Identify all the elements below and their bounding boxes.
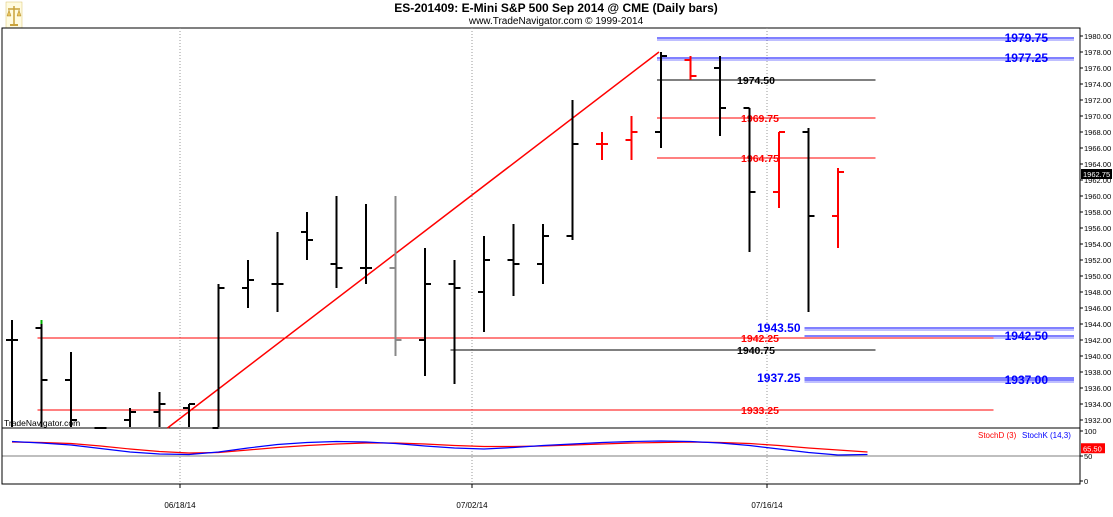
level-label: 1977.25 [1005, 51, 1049, 65]
ohlc-bar [153, 392, 166, 427]
y-tick-label: 1954.00 [1084, 240, 1111, 249]
level-label: 1979.75 [1005, 31, 1049, 45]
y-tick-label: 1974.00 [1084, 80, 1111, 89]
scales-icon [5, 1, 23, 29]
y-tick-label: 1956.00 [1084, 224, 1111, 233]
last-price-label: 1962.75 [1083, 170, 1110, 179]
y-tick-label: 1962.00 [1084, 176, 1111, 185]
ohlc-bar [596, 132, 608, 160]
ohlc-bar [537, 224, 549, 284]
ohlc-bar [743, 107, 756, 252]
ohlc-bar [566, 100, 579, 240]
y-tick-label: 1964.00 [1084, 160, 1111, 169]
ohlc-bar [419, 248, 431, 376]
ohlc-bars-layer [6, 52, 844, 429]
ohlc-bar [832, 168, 844, 248]
y-tick-label: 1936.00 [1084, 384, 1111, 393]
ohlc-bar [212, 284, 225, 429]
level-label: 1942.25 [741, 333, 779, 345]
y-tick-label: 1968.00 [1084, 128, 1111, 137]
level-label: 1969.75 [741, 113, 779, 125]
y-tick-label: 1976.00 [1084, 64, 1111, 73]
level-label: 1937.25 [757, 371, 801, 385]
y-tick-label: 1944.00 [1084, 320, 1111, 329]
ohlc-bar [684, 56, 697, 80]
ohlc-bar [448, 260, 461, 384]
ohlc-bar [330, 196, 343, 288]
stoch-d-legend: StochD (3) [978, 431, 1017, 440]
ohlc-bar [65, 352, 77, 427]
y-tick-label: 1934.00 [1084, 400, 1111, 409]
ohlc-bar [655, 52, 667, 148]
chart-title: ES-201409: E-Mini S&P 500 Sep 2014 @ CME… [394, 1, 718, 15]
level-label: 1937.00 [1005, 373, 1049, 387]
stoch-series-line [11, 440, 868, 456]
y-tick-label: 1942.00 [1084, 336, 1111, 345]
last-price-box [1081, 169, 1112, 179]
y-tick-label: 1958.00 [1084, 208, 1111, 217]
trend-line [167, 51, 660, 429]
price-grid [179, 28, 768, 484]
y-tick-label: 1940.00 [1084, 352, 1111, 361]
y-tick-label: 1970.00 [1084, 112, 1111, 121]
y-tick-label: 1946.00 [1084, 304, 1111, 313]
y-tick-label: 1948.00 [1084, 288, 1111, 297]
level-label: 1942.50 [1005, 329, 1049, 343]
ohlc-bar [94, 427, 107, 429]
x-tick-label: 07/16/14 [751, 501, 783, 510]
y-tick-label: 1980.00 [1084, 32, 1111, 41]
osc-tick-label: 50 [1084, 452, 1092, 461]
level-label: 1943.50 [757, 321, 801, 335]
price-axis: 1980.00 1978.00 1976.00 1974.00 1972.00 1970.… [1080, 32, 1112, 425]
y-tick-label: 1966.00 [1084, 144, 1111, 153]
ohlc-bar [124, 408, 136, 427]
ohlc-bar [183, 403, 195, 427]
osc-tick-label: 100 [1084, 427, 1097, 436]
ohlc-bar [802, 128, 815, 312]
level-label: 1974.50 [737, 75, 775, 87]
osc-tick-label: 0 [1084, 477, 1088, 486]
ohlc-bar [271, 232, 284, 312]
stochastic-layer: 100 50 0 StochD (3) StochK (14,3) 65.50 [2, 427, 1105, 486]
y-tick-label: 1950.00 [1084, 272, 1111, 281]
ohlc-bar [242, 260, 254, 308]
y-tick-label: 1952.00 [1084, 256, 1111, 265]
y-tick-label: 1932.00 [1084, 416, 1111, 425]
y-tick-label: 1972.00 [1084, 96, 1111, 105]
ohlc-bar [714, 56, 726, 136]
ohlc-bar [625, 116, 638, 160]
y-tick-label: 1978.00 [1084, 48, 1111, 57]
level-label: 1933.25 [741, 405, 779, 417]
ohlc-bar [6, 320, 18, 427]
ohlc-bar [478, 236, 490, 332]
ohlc-bar [360, 204, 372, 284]
ohlc-bar [35, 320, 48, 427]
ohlc-bar [507, 224, 520, 296]
chart-subtitle: www.TradeNavigator.com © 1999-2014 [468, 16, 644, 27]
ohlc-bar [301, 212, 313, 260]
trend-line-layer [167, 51, 660, 429]
x-tick-label: 06/18/14 [164, 501, 196, 510]
y-tick-label: 1938.00 [1084, 368, 1111, 377]
level-label: 1940.75 [737, 345, 775, 357]
y-tick-label: 1960.00 [1084, 192, 1111, 201]
x-tick-label: 07/02/14 [456, 501, 488, 510]
ohlc-bar [773, 131, 785, 208]
osc-last-value-box [1081, 443, 1105, 454]
osc-last-value-label: 65.50 [1083, 444, 1102, 453]
watermark-text: TradeNavigator.com [4, 418, 80, 428]
ohlc-bar [389, 196, 402, 356]
date-axis: 06/18/14 07/02/14 07/16/14 [164, 484, 783, 510]
stoch-k-legend: StochK (14,3) [1022, 431, 1071, 440]
level-lines: 1979.75 1977.25 1974.50 1969.75 1964.75 1943.… [37, 31, 1074, 417]
stoch-series-line [11, 441, 868, 454]
level-label: 1964.75 [741, 153, 779, 165]
